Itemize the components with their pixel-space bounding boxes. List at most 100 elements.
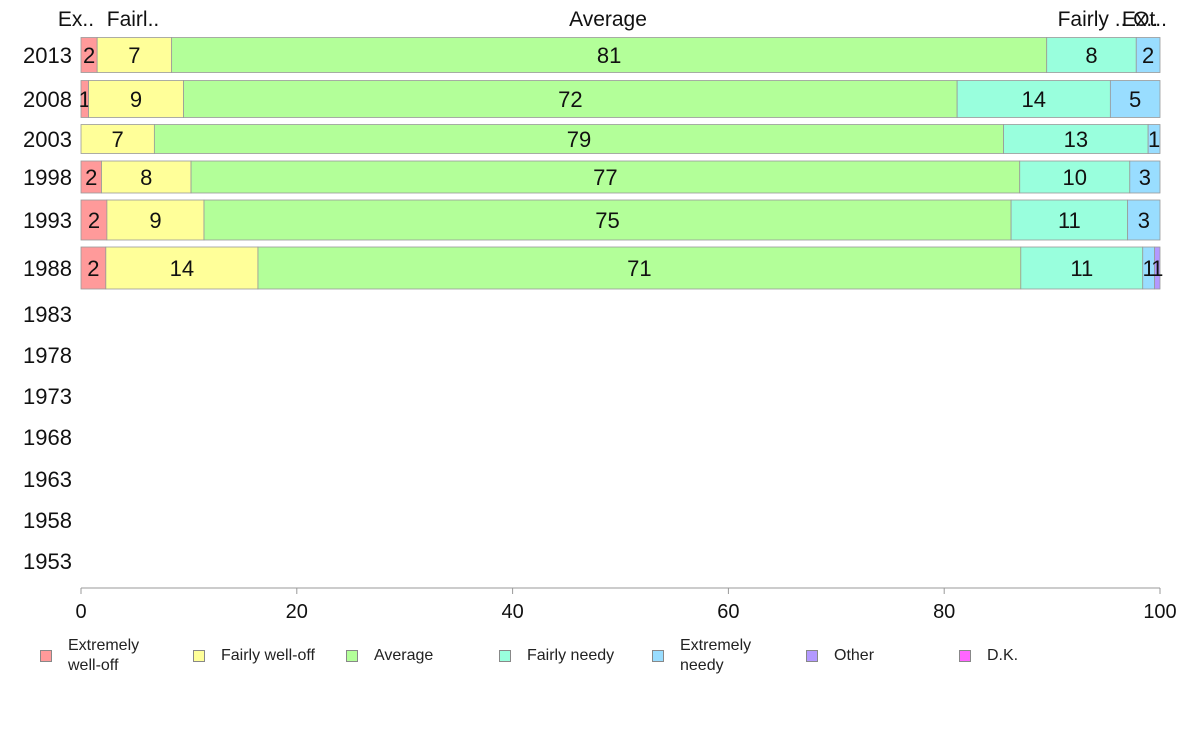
chart-legend: Extremely well-off Fairly well-off Average F… (0, 636, 1188, 686)
data-label: 2 (88, 208, 100, 233)
data-label: 3 (1138, 208, 1150, 233)
data-label: 13 (1064, 127, 1088, 152)
legend-item: Fairly needy (499, 646, 614, 666)
data-label: 8 (1085, 43, 1097, 68)
data-label: 1 (1143, 256, 1155, 281)
data-label: 11 (1070, 256, 1093, 281)
legend-item: Extremely needy (652, 636, 751, 676)
legend-swatch (193, 650, 205, 662)
data-label: 14 (1022, 87, 1046, 112)
bar-segment (105, 246, 259, 290)
year-label: 1953 (23, 549, 72, 574)
data-label: 5 (1129, 87, 1141, 112)
legend-label: Extremely needy (680, 637, 752, 674)
data-label: 7 (128, 43, 140, 68)
bar-segment (1003, 124, 1149, 154)
bar-segment (1129, 160, 1161, 194)
legend-label: Extremely well-off (68, 637, 140, 674)
bar-segment (88, 80, 184, 118)
year-label: 1993 (23, 208, 72, 233)
data-label: 71 (627, 256, 651, 281)
data-label: 2 (1142, 43, 1154, 68)
year-label: 1958 (23, 508, 72, 533)
x-tick-label: 40 (501, 601, 523, 623)
bar-segment (956, 80, 1111, 118)
legend-swatch (806, 650, 818, 662)
bar-segment (1154, 246, 1161, 290)
data-label: 11 (1058, 208, 1081, 233)
column-label: Average (569, 8, 647, 31)
bar-segment (1046, 37, 1137, 73)
legend-swatch (346, 650, 358, 662)
bar-segment (1010, 199, 1129, 241)
data-label: 8 (140, 165, 152, 190)
year-label: 1973 (23, 384, 72, 409)
year-label: 1983 (23, 302, 72, 327)
year-label: 2013 (23, 43, 72, 68)
legend-swatch (652, 650, 664, 662)
year-label: 1998 (23, 165, 72, 190)
data-label: 2 (85, 165, 97, 190)
legend-label: Fairly well-off (221, 647, 315, 664)
legend-label: Fairly needy (527, 647, 615, 664)
data-label: 9 (149, 208, 161, 233)
legend-item: Other (806, 646, 874, 666)
bar-segment (190, 160, 1021, 194)
legend-swatch (499, 650, 511, 662)
data-label: 1 (1151, 256, 1163, 281)
bar-segment (1135, 37, 1161, 73)
data-label: 3 (1139, 165, 1151, 190)
data-label: 7 (112, 127, 124, 152)
column-label: Ex.. (58, 8, 94, 31)
bar-segment (1127, 199, 1161, 241)
bar-segment (203, 199, 1012, 241)
x-tick-label: 80 (933, 601, 955, 623)
legend-label: D.K. (987, 647, 1019, 664)
legend-label: Average (374, 647, 434, 664)
bar-segment (1020, 246, 1144, 290)
year-label: 1978 (23, 343, 72, 368)
column-label: Ot.. (1133, 8, 1167, 31)
legend-swatch (959, 650, 971, 662)
x-tick-label: 20 (286, 601, 308, 623)
x-tick-label: 0 (75, 601, 86, 623)
data-label: 75 (595, 208, 619, 233)
bar-segment (153, 124, 1004, 154)
x-tick-label: 60 (717, 601, 739, 623)
data-label: 2 (87, 256, 99, 281)
data-label: 77 (593, 165, 617, 190)
column-label: Fairl.. (107, 8, 160, 31)
legend-item: Average (346, 646, 433, 666)
data-label: 2 (83, 43, 95, 68)
bar-segment (101, 160, 192, 194)
bar-segment (1109, 80, 1161, 118)
data-label: 79 (567, 127, 591, 152)
legend-swatch (40, 650, 52, 662)
year-label: 1968 (23, 425, 72, 450)
legend-item: D.K. (959, 646, 1018, 666)
data-label: 72 (558, 87, 582, 112)
data-label: 14 (170, 256, 194, 281)
legend-item: Extremely well-off (40, 636, 139, 676)
bar-segment (96, 37, 173, 73)
column-label: Fairly .. (1058, 8, 1127, 31)
bar-segment (80, 246, 107, 290)
bar-segment (1019, 160, 1131, 194)
data-label: 81 (597, 43, 621, 68)
data-label: 9 (130, 87, 142, 112)
year-label: 1963 (23, 467, 72, 492)
year-label: 2008 (23, 87, 72, 112)
year-label: 1988 (23, 256, 72, 281)
legend-label: Other (834, 647, 875, 664)
bar-segment (80, 199, 108, 241)
bar-segment (1147, 124, 1161, 154)
data-label: 1 (79, 87, 91, 112)
column-label: Ex.. (1122, 8, 1158, 31)
data-label: 10 (1063, 165, 1087, 190)
legend-item: Fairly well-off (193, 646, 315, 666)
bar-segment (183, 80, 958, 118)
x-tick-label: 100 (1143, 601, 1176, 623)
year-label: 2003 (23, 127, 72, 152)
